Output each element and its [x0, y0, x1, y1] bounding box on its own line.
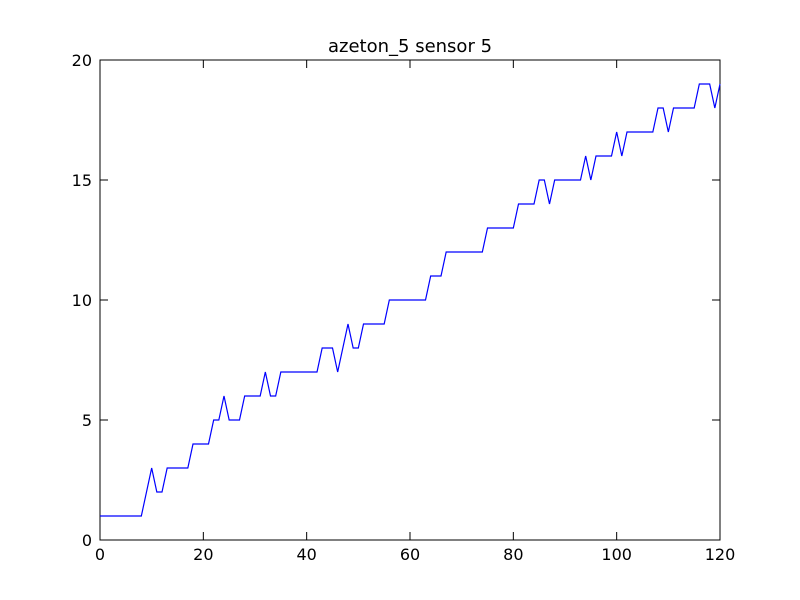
x-tick-label: 100 — [601, 545, 632, 564]
axis-ticks — [99, 59, 721, 541]
x-tick-label: 20 — [193, 545, 213, 564]
x-tick-label: 0 — [95, 545, 105, 564]
y-tick-label: 5 — [82, 411, 92, 430]
x-tick-label: 60 — [400, 545, 420, 564]
y-tick-label: 20 — [72, 51, 92, 70]
x-tick-label: 40 — [296, 545, 316, 564]
series-line-0 — [100, 83, 721, 517]
series-layer — [100, 83, 721, 517]
x-tick-label: 120 — [705, 545, 736, 564]
y-tick-label: 15 — [72, 171, 92, 190]
axis-tick-labels: 0 20 40 60 80 100 120 0 5 10 15 20 — [72, 51, 736, 564]
x-tick-label: 80 — [503, 545, 523, 564]
y-tick-label: 0 — [82, 531, 92, 550]
y-tick-label: 10 — [72, 291, 92, 310]
chart-title: azeton_5 sensor 5 — [328, 36, 492, 57]
